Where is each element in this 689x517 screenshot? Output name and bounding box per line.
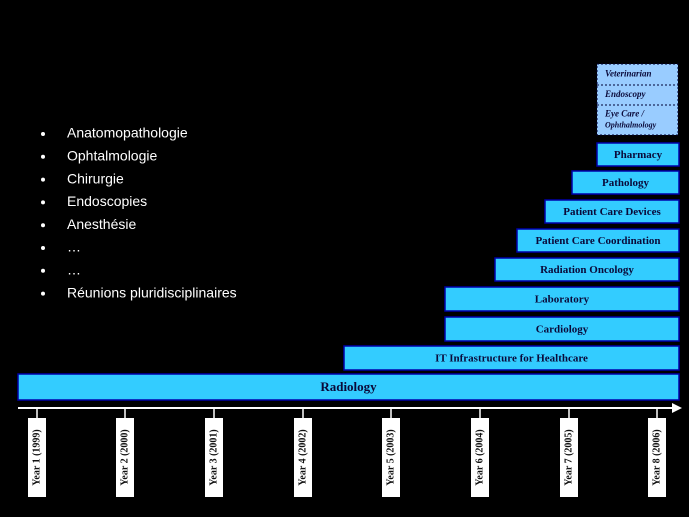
year-label: Year 7 (2005)	[563, 429, 574, 485]
year-box	[205, 418, 223, 497]
domain-bar	[516, 228, 680, 253]
bullet-text: …	[67, 239, 81, 255]
year-box	[294, 418, 312, 497]
future-label: Ophthalmology	[605, 120, 657, 129]
year-box	[382, 418, 400, 497]
domain-label: Cardiology	[536, 324, 589, 336]
domain-bar	[494, 257, 680, 282]
domain-label: Patient Care Coordination	[535, 235, 660, 247]
year-label: Year 3 (2001)	[208, 429, 219, 485]
domain-label: Patient Care Devices	[563, 206, 661, 218]
future-group	[596, 63, 679, 136]
bullet-dot	[41, 246, 45, 250]
bullet-text: Ophtalmologie	[67, 148, 157, 164]
bullet-text: Chirurgie	[67, 170, 124, 186]
domain-bar	[571, 170, 680, 195]
future-label: Eye Care /	[604, 109, 645, 119]
bullet-text: …	[67, 262, 81, 278]
timeline-arrow	[672, 403, 682, 413]
domain-label: Pathology	[602, 177, 650, 189]
year-box	[560, 418, 578, 497]
bullet-text: Anesthésie	[67, 216, 136, 232]
domain-bar	[343, 345, 680, 371]
future-label: Endoscopy	[604, 89, 647, 99]
domain-bar	[544, 199, 680, 224]
year-box	[116, 418, 134, 497]
domain-label: IT Infrastructure for Healthcare	[435, 353, 588, 365]
bullet-dot	[41, 200, 45, 205]
domain-label: Pharmacy	[614, 149, 663, 161]
bullet-text: Endoscopies	[67, 193, 147, 209]
year-label: Year 2 (2000)	[119, 429, 130, 485]
year-box	[648, 418, 666, 497]
bullet-dot	[41, 154, 45, 159]
bullet-dot	[41, 132, 45, 136]
domain-label: Laboratory	[535, 294, 590, 306]
bullet-dot	[41, 177, 45, 182]
year-box	[28, 418, 46, 497]
year-box	[471, 418, 489, 497]
domain-label: Radiation Oncology	[540, 264, 634, 276]
year-label: Year 5 (2003)	[385, 429, 396, 485]
bullet-text: Anatomopathologie	[67, 125, 188, 141]
domain-bar	[444, 286, 680, 312]
year-label: Year 8 (2006)	[651, 429, 662, 485]
bullet-text: Réunions pluridisciplinaires	[67, 284, 237, 300]
bullet-dot	[41, 268, 45, 273]
domain-bar	[444, 316, 680, 342]
year-label: Year 4 (2002)	[297, 429, 308, 485]
domain-bar	[596, 142, 680, 167]
year-label: Year 6 (2004)	[474, 429, 485, 485]
year-label: Year 1 (1999)	[31, 429, 42, 485]
bullet-dot	[41, 291, 45, 296]
future-label: Veterinarian	[605, 69, 652, 79]
bullet-dot	[41, 223, 45, 228]
domain-bar	[17, 373, 680, 401]
domain-label: Radiology	[320, 379, 377, 394]
